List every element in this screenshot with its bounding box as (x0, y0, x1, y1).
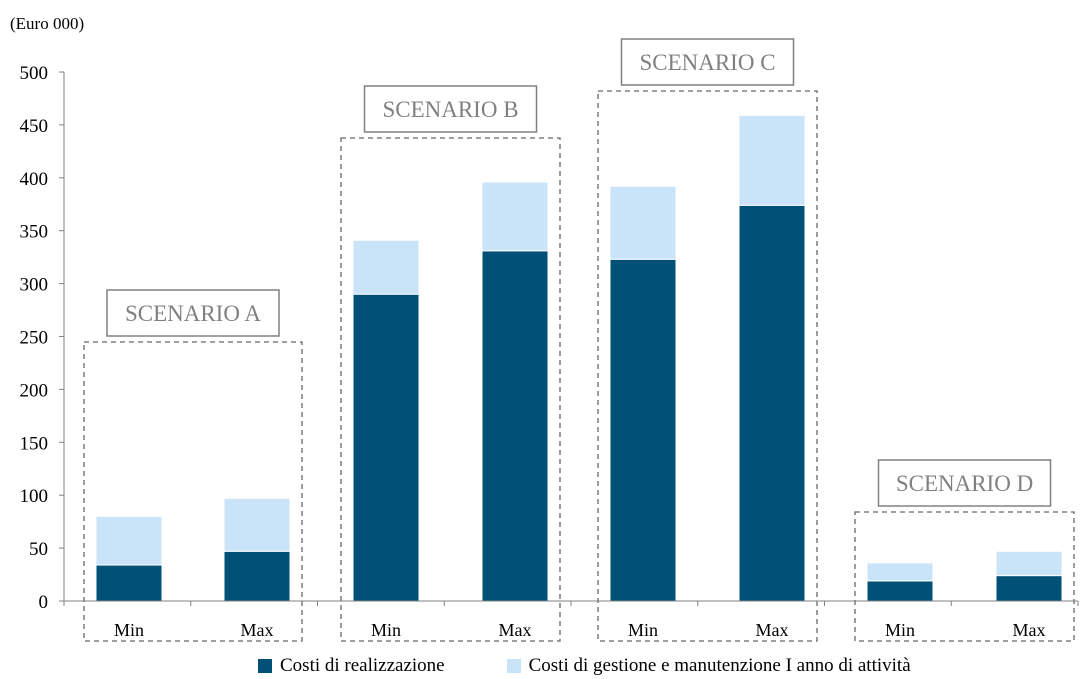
labels: Min Max Min Max Min Max Min Max (114, 620, 1046, 640)
scenario-title-box (620, 38, 795, 86)
bar-series-1 (352, 239, 420, 295)
bar-series-1 (609, 185, 677, 260)
scenario-title: SCENARIO D (896, 471, 1033, 496)
legend-item-series-0: Costi di realizzazione (258, 655, 445, 677)
bar-series-0 (609, 258, 677, 602)
bar-series-1 (95, 515, 163, 566)
y-tick-label: 400 (20, 169, 49, 190)
bar-series-0 (738, 204, 806, 602)
scenario-dashed-box (854, 511, 1075, 642)
scenario-title-box (106, 289, 280, 337)
bar-series-1 (223, 497, 291, 552)
category-label: Max (756, 620, 789, 640)
y-tick-label: 450 (20, 116, 49, 137)
category-label: Max (241, 620, 274, 640)
y-tick-label: 0 (39, 592, 49, 613)
y-tick-label: 500 (20, 63, 49, 84)
category-label: Min (628, 620, 658, 640)
y-tick-label: 300 (20, 275, 49, 296)
scenario-title: SCENARIO C (639, 50, 775, 75)
scenario-title-box (877, 459, 1052, 507)
bar-series-1 (481, 181, 549, 252)
category-label: Min (114, 620, 144, 640)
bar-series-0 (995, 575, 1063, 602)
legend: Costi di realizzazione Costi di gestione… (258, 655, 973, 677)
category-label: Max (499, 620, 532, 640)
bar-series-0 (95, 564, 163, 602)
axes: 0 50 100 150 200 250 300 350 400 450 500 (20, 63, 1079, 613)
legend-label-series-1: Costi di gestione e manutenzione I anno … (528, 655, 911, 676)
category-label: Min (885, 620, 915, 640)
scenario-dashed-box (340, 137, 561, 642)
bar-series-0 (866, 580, 934, 602)
legend-swatch-series-1 (506, 659, 521, 673)
scenario-title-box (363, 85, 538, 133)
legend-item-series-1: Costi di gestione e manutenzione I anno … (506, 655, 911, 677)
y-tick-label: 100 (20, 486, 49, 507)
y-tick-label: 200 (20, 380, 49, 401)
legend-swatch-series-0 (258, 659, 272, 673)
scenario-title: SCENARIO B (382, 97, 518, 122)
scenario-boxes: SCENARIO A SCENARIO B SCENARIO C SCENARIO D (83, 38, 1075, 642)
bar-series-0 (352, 293, 420, 602)
bar-series-1 (738, 114, 806, 206)
y-tick-label: 150 (20, 433, 49, 454)
bar-series-0 (223, 550, 291, 602)
bar-series-1 (866, 562, 934, 582)
scenario-dashed-box (83, 341, 303, 642)
y-tick-label: 50 (29, 539, 48, 560)
scenario-title: SCENARIO A (125, 301, 261, 326)
y-tick-label: 250 (20, 328, 49, 349)
y-unit-label: (Euro 000) (10, 14, 85, 33)
legend-label-series-0: Costi di realizzazione (280, 655, 445, 676)
category-label: Max (1013, 620, 1046, 640)
bar-series-0 (481, 250, 549, 602)
y-tick-label: 350 (20, 222, 49, 243)
bar-series-1 (995, 550, 1063, 577)
scenario-dashed-box (597, 90, 818, 642)
category-label: Min (371, 620, 401, 640)
bars (95, 114, 1063, 602)
